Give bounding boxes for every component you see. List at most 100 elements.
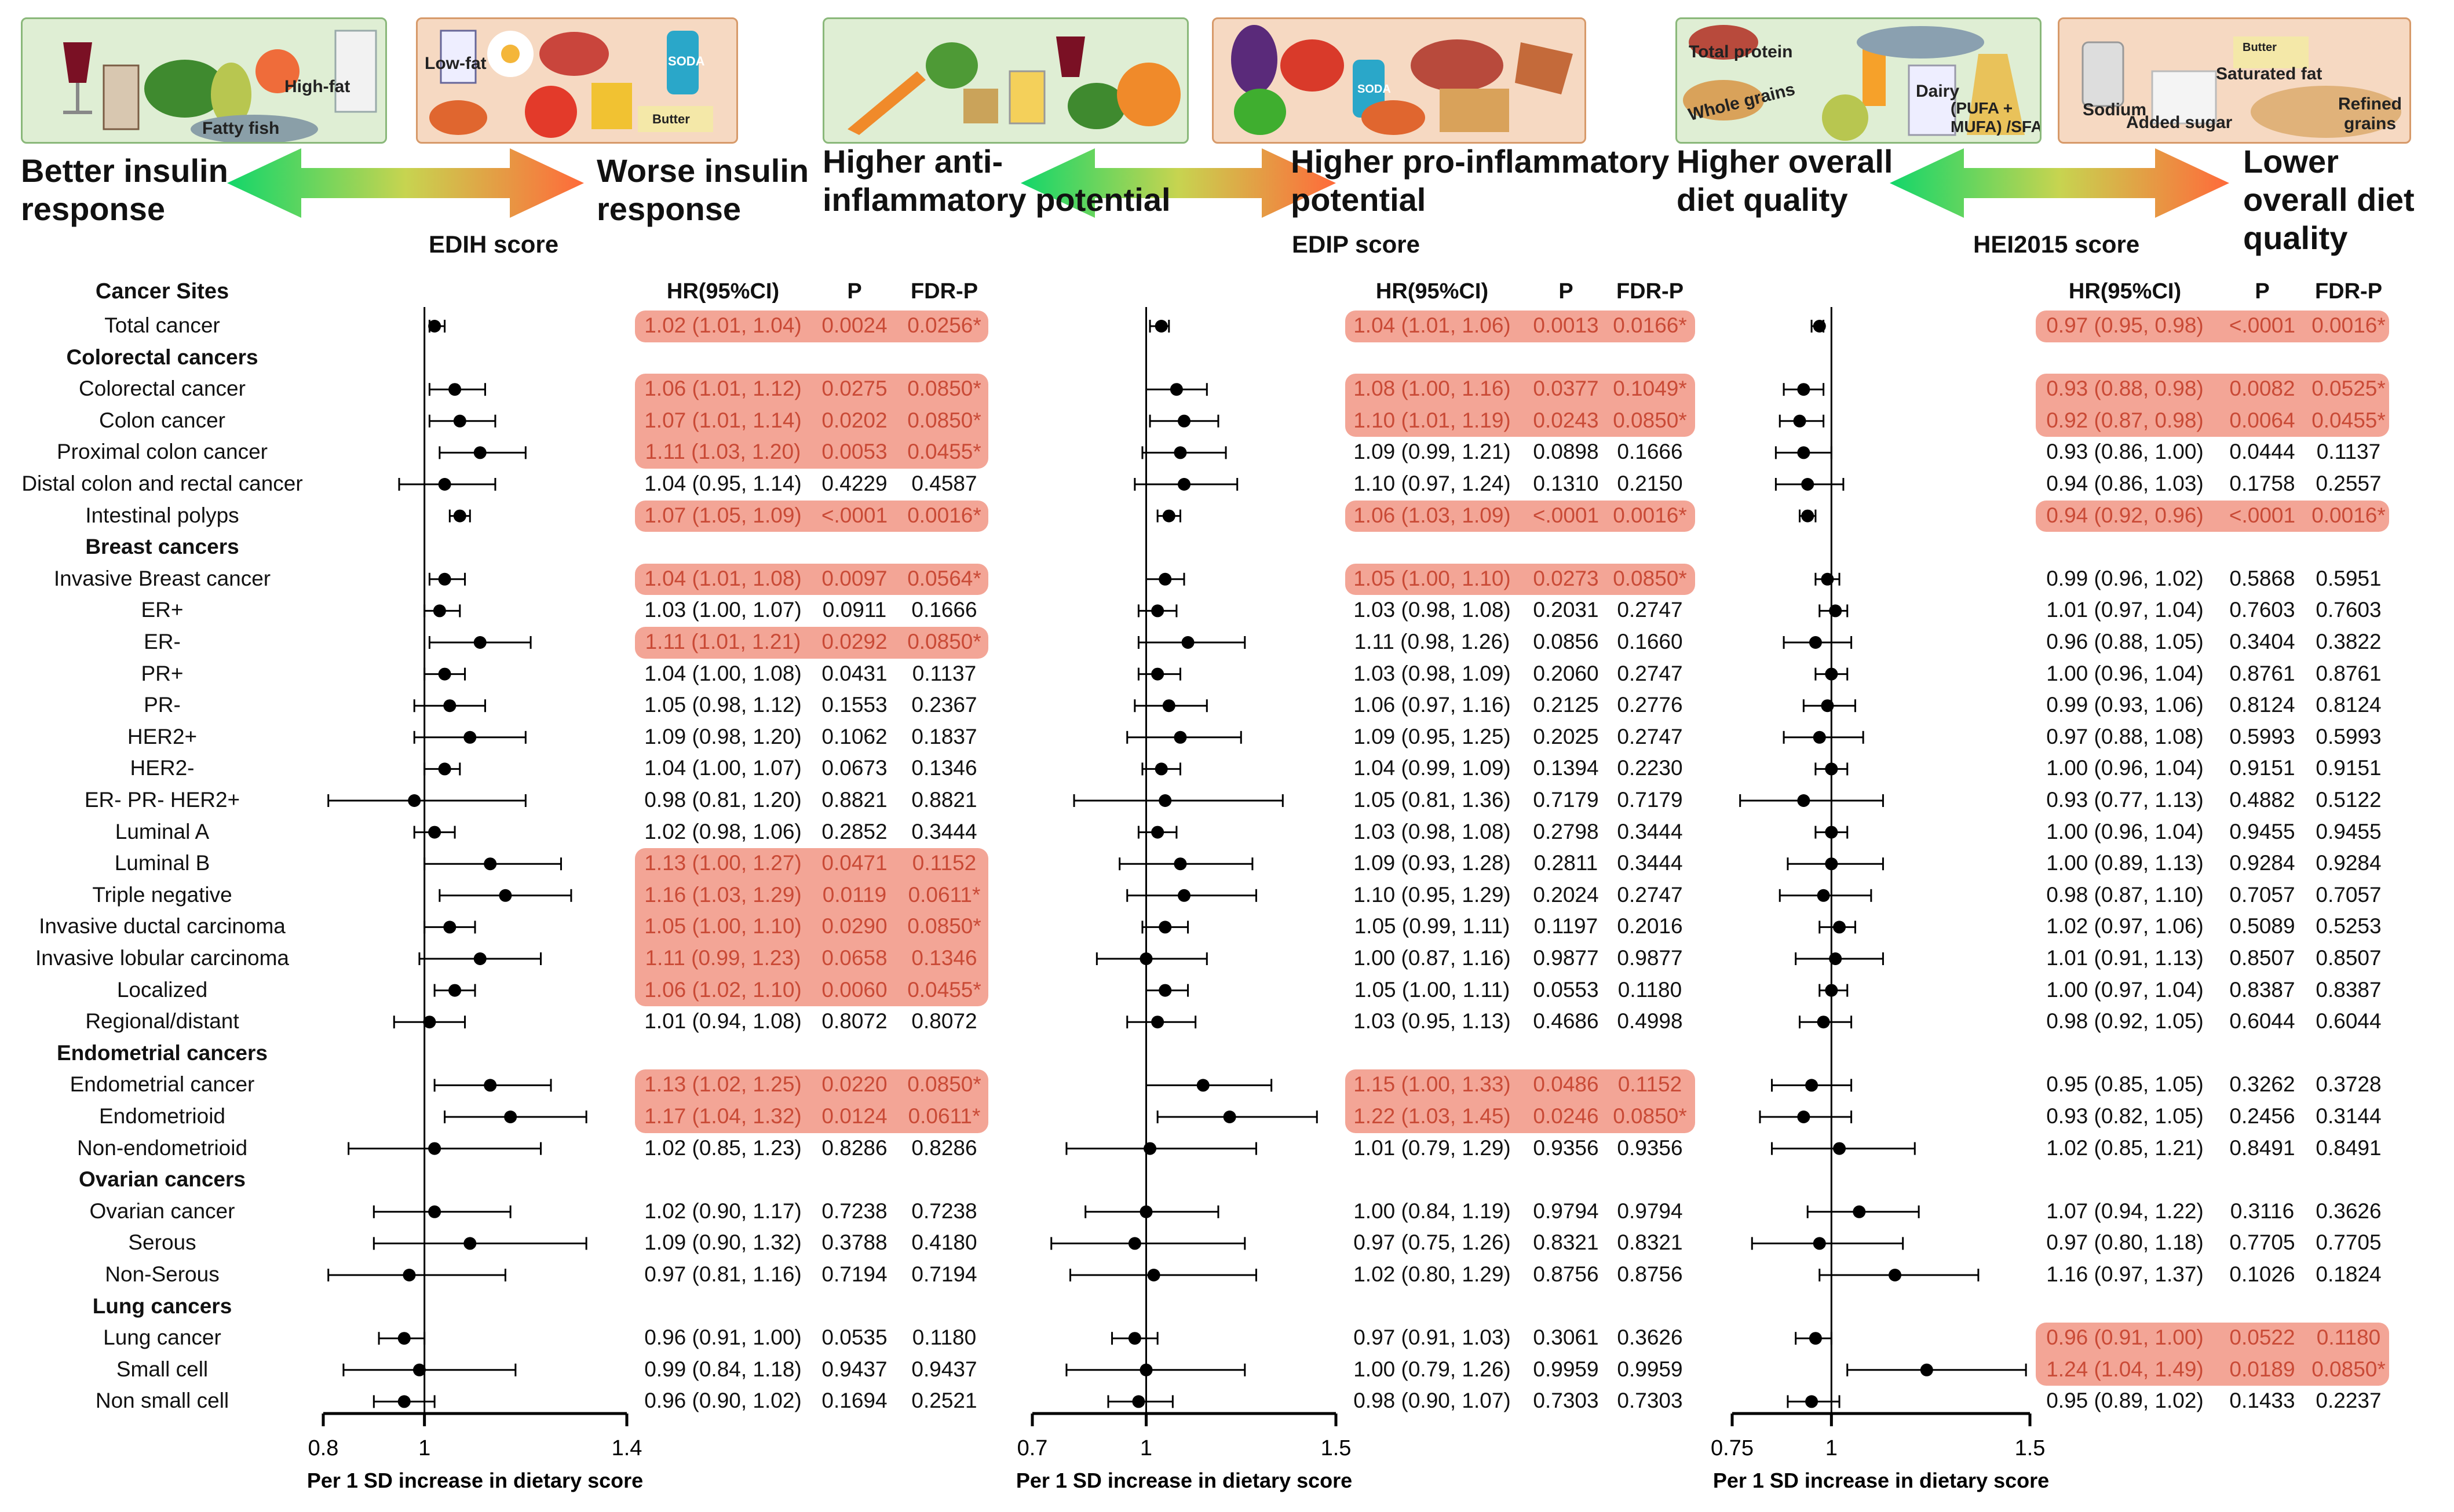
site-label: Intestinal polyps (85, 503, 239, 527)
p-value: 0.0013 (1533, 313, 1599, 337)
fdr-p-value: 0.2747 (1617, 882, 1683, 907)
food-label: Added sugar (2126, 113, 2233, 132)
hr-ci-value: 1.02 (0.80, 1.29) (1353, 1262, 1511, 1286)
fdr-p-value: 0.4587 (911, 472, 977, 495)
p-value: 0.0024 (821, 313, 888, 337)
point-estimate (1181, 636, 1195, 649)
hr-ci-value: 1.11 (0.98, 1.26) (1354, 630, 1510, 653)
point-estimate (1805, 1395, 1818, 1408)
x-tick-label: 1 (418, 1436, 430, 1460)
point-estimate (1801, 509, 1814, 523)
significance-highlight (635, 311, 988, 342)
score-title-hei: HEI2015 score (1973, 231, 2140, 258)
food-label: SODA (668, 54, 705, 68)
p-value: 0.2125 (1533, 693, 1599, 717)
fdr-p-value: 0.7179 (1617, 788, 1683, 812)
p-value: 0.0202 (821, 408, 888, 432)
hr-ci-value: 1.00 (0.89, 1.13) (2046, 851, 2204, 875)
food-label: Sodium (2083, 100, 2146, 119)
point-estimate (1825, 667, 1838, 681)
p-value: 0.2456 (2229, 1104, 2295, 1128)
fdr-p-value: 0.2521 (911, 1389, 977, 1413)
fdr-p-value: 0.0166* (1613, 313, 1687, 337)
site-label: Endometrial cancer (70, 1072, 255, 1097)
hr-ci-value: 1.07 (1.05, 1.09) (644, 503, 802, 527)
fdr-p-value: 0.2237 (2316, 1389, 2382, 1413)
fdr-p-value: 0.3626 (1617, 1325, 1683, 1350)
hr-ci-value: 1.02 (0.90, 1.17) (644, 1199, 802, 1223)
hr-ci-value: 0.99 (0.93, 1.06) (2046, 693, 2204, 717)
point-estimate (428, 826, 441, 839)
top-image-highquality: Total protein Whole grains Dairy (PUFA +… (1675, 17, 2042, 144)
hr-ci-value: 1.03 (0.98, 1.08) (1353, 819, 1511, 843)
fdr-p-value: 0.9959 (1617, 1357, 1683, 1381)
p-value: 0.8321 (1533, 1230, 1599, 1255)
point-estimate (1196, 1079, 1210, 1092)
p-value: 0.0535 (821, 1325, 888, 1350)
hr-ci-value: 0.99 (0.84, 1.18) (644, 1357, 802, 1381)
high-quality-food-illustration (1683, 25, 2025, 141)
p-value: 0.1433 (2229, 1389, 2295, 1413)
fdr-p-value: 0.9437 (911, 1357, 977, 1381)
hr-ci-value: 1.08 (1.00, 1.16) (1353, 377, 1511, 401)
point-estimate (1920, 1363, 1933, 1376)
x-axis-label: Per 1 SD increase in dietary score (1016, 1469, 1352, 1492)
point-estimate (1147, 1269, 1160, 1281)
significance-highlight (2036, 311, 2389, 342)
fdr-p-value: 0.0525* (2311, 377, 2386, 401)
hr-ci-value: 1.09 (0.99, 1.21) (1353, 440, 1511, 464)
point-estimate (428, 1142, 441, 1155)
point-estimate (1829, 604, 1842, 618)
point-estimate (1151, 826, 1164, 839)
hr-ci-value: 1.04 (0.95, 1.14) (644, 472, 802, 495)
header-p: P (2255, 279, 2270, 304)
pro-inflammatory-food-illustration (1231, 25, 1573, 135)
fdr-p-value: 0.9877 (1617, 946, 1683, 970)
hr-ci-value: 0.96 (0.88, 1.05) (2046, 630, 2204, 653)
point-estimate (1825, 762, 1838, 776)
site-label: Proximal colon cancer (57, 440, 268, 464)
p-value: 0.1553 (821, 693, 888, 717)
p-value: 0.1694 (821, 1389, 888, 1413)
header-fdr: FDR-P (910, 279, 978, 304)
hr-ci-value: 1.01 (0.97, 1.04) (2046, 598, 2204, 622)
p-value: 0.0064 (2229, 408, 2295, 432)
label-anti-inflammatory: Higher anti-inflammatory potential (823, 143, 1171, 218)
fdr-p-value: 0.1346 (911, 946, 977, 970)
point-estimate (443, 921, 457, 934)
point-estimate (433, 604, 446, 618)
fdr-p-value: 0.1137 (2316, 440, 2381, 464)
site-label: PR+ (141, 661, 184, 685)
top-image-insulin-good: Fatty fish High-fat (21, 17, 387, 144)
point-estimate (1155, 762, 1168, 776)
p-value: 0.3116 (2230, 1199, 2295, 1223)
hr-ci-value: 1.16 (1.03, 1.29) (644, 882, 802, 907)
fdr-p-value: 0.0850* (1613, 566, 1687, 590)
site-label: ER- (144, 630, 181, 653)
p-value: 0.4686 (1533, 1009, 1599, 1033)
p-value: 0.0060 (821, 977, 888, 1002)
hr-ci-value: 0.96 (0.91, 1.00) (644, 1325, 802, 1350)
site-label: Non-endometrioid (76, 1135, 248, 1160)
p-value: 0.8387 (2229, 977, 2295, 1002)
point-estimate (1151, 667, 1164, 681)
p-value: 0.8821 (821, 788, 888, 812)
point-estimate (412, 1363, 426, 1376)
p-value: 0.0189 (2229, 1357, 2295, 1381)
significance-highlight (2036, 374, 2389, 437)
point-estimate (1797, 383, 1810, 396)
p-value: 0.1197 (1533, 914, 1598, 938)
food-label: High-fat (284, 77, 350, 96)
site-label: Colorectal cancer (79, 377, 246, 401)
point-estimate (1132, 1395, 1145, 1408)
x-tick-label: 0.7 (1017, 1436, 1048, 1460)
fdr-p-value: 0.1666 (1617, 440, 1683, 464)
significance-highlight (635, 563, 988, 596)
hr-ci-value: 1.17 (1.04, 1.32) (644, 1104, 802, 1128)
site-label: ER- PR- HER2+ (84, 788, 240, 812)
site-label: Distal colon and rectal cancer (21, 472, 303, 495)
fdr-p-value: 0.7057 (2316, 882, 2382, 907)
score-title-edip: EDIP score (1292, 231, 1420, 258)
hr-ci-value: 1.11 (1.03, 1.20) (645, 440, 801, 464)
hr-ci-value: 1.00 (0.79, 1.26) (1353, 1357, 1511, 1381)
